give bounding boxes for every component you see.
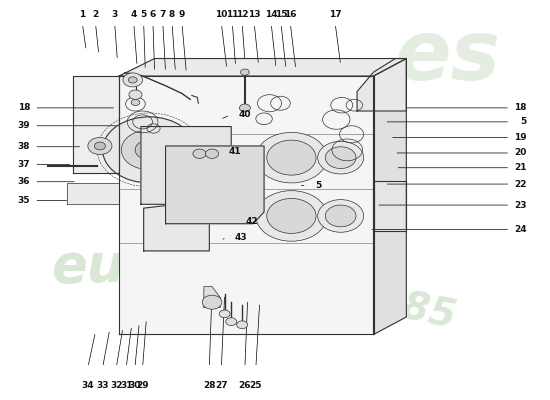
Text: 10: 10 bbox=[215, 10, 228, 19]
Text: 20: 20 bbox=[514, 148, 527, 158]
Text: es: es bbox=[395, 16, 502, 97]
Polygon shape bbox=[373, 181, 406, 232]
Polygon shape bbox=[119, 58, 406, 76]
Text: 24: 24 bbox=[514, 225, 527, 234]
Circle shape bbox=[236, 321, 248, 329]
Text: 18: 18 bbox=[18, 103, 30, 112]
Circle shape bbox=[226, 318, 236, 326]
Text: 32: 32 bbox=[110, 381, 123, 390]
Text: 25: 25 bbox=[250, 381, 262, 390]
Text: 33: 33 bbox=[96, 381, 109, 390]
Text: 29: 29 bbox=[136, 381, 149, 390]
Circle shape bbox=[202, 295, 222, 309]
Circle shape bbox=[256, 191, 327, 241]
Circle shape bbox=[267, 198, 316, 234]
Text: 18: 18 bbox=[514, 103, 527, 112]
Text: 40: 40 bbox=[238, 110, 251, 119]
Circle shape bbox=[219, 310, 230, 318]
Circle shape bbox=[318, 200, 364, 232]
Text: 31: 31 bbox=[120, 381, 133, 390]
Text: 23: 23 bbox=[514, 200, 527, 210]
Text: eurospares: eurospares bbox=[51, 241, 384, 293]
Text: 5: 5 bbox=[141, 10, 147, 19]
Text: 26: 26 bbox=[239, 381, 251, 390]
Circle shape bbox=[239, 104, 250, 112]
Text: 5: 5 bbox=[520, 117, 527, 126]
Polygon shape bbox=[373, 58, 406, 334]
Polygon shape bbox=[119, 76, 373, 334]
Circle shape bbox=[123, 73, 142, 87]
Text: 19: 19 bbox=[514, 133, 527, 142]
Polygon shape bbox=[67, 183, 119, 204]
Polygon shape bbox=[141, 126, 231, 204]
Circle shape bbox=[135, 140, 163, 160]
Circle shape bbox=[129, 90, 142, 99]
Circle shape bbox=[206, 149, 219, 158]
Text: 1: 1 bbox=[79, 10, 85, 19]
Text: 2: 2 bbox=[92, 10, 98, 19]
Text: 38: 38 bbox=[18, 142, 30, 151]
Text: 17: 17 bbox=[329, 10, 342, 19]
Circle shape bbox=[128, 77, 137, 83]
Text: 8: 8 bbox=[169, 10, 175, 19]
Text: 21: 21 bbox=[514, 163, 527, 172]
Text: 36: 36 bbox=[18, 177, 30, 186]
Text: 3: 3 bbox=[112, 10, 118, 19]
Text: 39: 39 bbox=[18, 121, 30, 130]
Polygon shape bbox=[357, 58, 406, 111]
Text: 11: 11 bbox=[226, 10, 239, 19]
Text: 7: 7 bbox=[160, 10, 166, 19]
Circle shape bbox=[95, 142, 106, 150]
Text: 4: 4 bbox=[131, 10, 137, 19]
Polygon shape bbox=[73, 76, 119, 173]
Text: 9: 9 bbox=[179, 10, 185, 19]
Polygon shape bbox=[166, 146, 264, 224]
Text: 15: 15 bbox=[275, 10, 287, 19]
Text: 28: 28 bbox=[203, 381, 216, 390]
Circle shape bbox=[326, 147, 356, 168]
Circle shape bbox=[267, 140, 316, 175]
Polygon shape bbox=[204, 287, 221, 307]
Text: 34: 34 bbox=[81, 381, 94, 390]
Circle shape bbox=[131, 99, 140, 106]
Text: 41: 41 bbox=[228, 147, 241, 156]
Text: 6: 6 bbox=[150, 10, 156, 19]
Circle shape bbox=[103, 117, 196, 183]
Text: 5: 5 bbox=[315, 181, 321, 190]
Text: 43: 43 bbox=[235, 233, 248, 242]
Text: 37: 37 bbox=[18, 160, 30, 169]
Circle shape bbox=[318, 141, 364, 174]
Polygon shape bbox=[144, 204, 210, 251]
Text: 42: 42 bbox=[246, 217, 258, 226]
Text: 12: 12 bbox=[236, 10, 249, 19]
Text: 35: 35 bbox=[18, 196, 30, 205]
Circle shape bbox=[326, 205, 356, 227]
Text: 22: 22 bbox=[514, 180, 527, 188]
Circle shape bbox=[88, 138, 112, 154]
Text: 16: 16 bbox=[284, 10, 296, 19]
Text: 27: 27 bbox=[215, 381, 228, 390]
Text: 1985: 1985 bbox=[346, 277, 460, 337]
Text: 13: 13 bbox=[248, 10, 261, 19]
Text: 30: 30 bbox=[129, 381, 141, 390]
Circle shape bbox=[193, 149, 206, 158]
Circle shape bbox=[121, 130, 177, 170]
Circle shape bbox=[256, 132, 327, 183]
Circle shape bbox=[240, 69, 249, 75]
Text: 14: 14 bbox=[265, 10, 278, 19]
